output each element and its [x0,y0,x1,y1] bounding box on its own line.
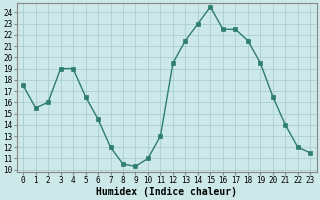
X-axis label: Humidex (Indice chaleur): Humidex (Indice chaleur) [96,186,237,197]
